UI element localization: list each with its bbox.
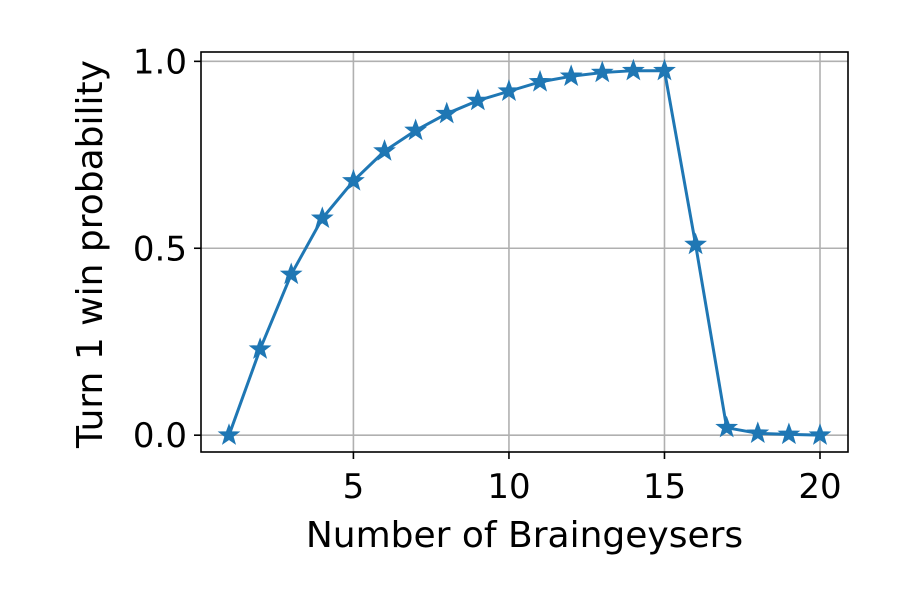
x-tick-label: 15 — [643, 467, 686, 507]
data-point-star-marker — [373, 139, 396, 161]
data-point-star-marker — [746, 421, 770, 443]
grid — [201, 52, 848, 452]
data-point-star-marker — [528, 69, 552, 92]
y-tick-label: 0.0 — [133, 416, 187, 456]
data-point-star-marker — [217, 423, 241, 445]
data-point-star-marker — [248, 337, 272, 359]
y-tick-label: 1.0 — [133, 42, 187, 82]
data-point-star-marker — [653, 58, 676, 81]
x-tick-label: 5 — [343, 467, 365, 507]
series-line — [227, 69, 821, 437]
data-point-star-marker — [808, 423, 832, 445]
data-point-star-marker — [497, 79, 521, 101]
data-point-star-marker — [435, 101, 459, 124]
x-tick-label: 10 — [487, 467, 530, 507]
data-point-star-marker — [342, 168, 365, 191]
data-point-star-marker — [590, 60, 614, 83]
y-axis-title: Turn 1 win probability — [70, 60, 111, 449]
plot-frame — [200, 51, 849, 453]
data-point-star-marker — [777, 422, 801, 445]
data-point-star-marker — [310, 206, 334, 229]
data-point-star-marker — [559, 64, 583, 86]
data-point-star-marker — [684, 232, 707, 255]
x-tick-label: 20 — [798, 467, 841, 507]
data-point-star-marker — [715, 415, 739, 438]
data-point-star-marker — [404, 118, 428, 141]
data-point-star-marker — [466, 88, 490, 111]
y-tick-label: 0.5 — [133, 229, 187, 269]
x-axis-title: Number of Braingeysers — [306, 515, 743, 556]
ticks: 5 10 15 20 0.0 0.5 1.0 — [133, 42, 842, 507]
series-layer — [217, 58, 832, 445]
data-point-star-marker — [279, 262, 303, 285]
data-point-star-marker — [621, 58, 645, 81]
